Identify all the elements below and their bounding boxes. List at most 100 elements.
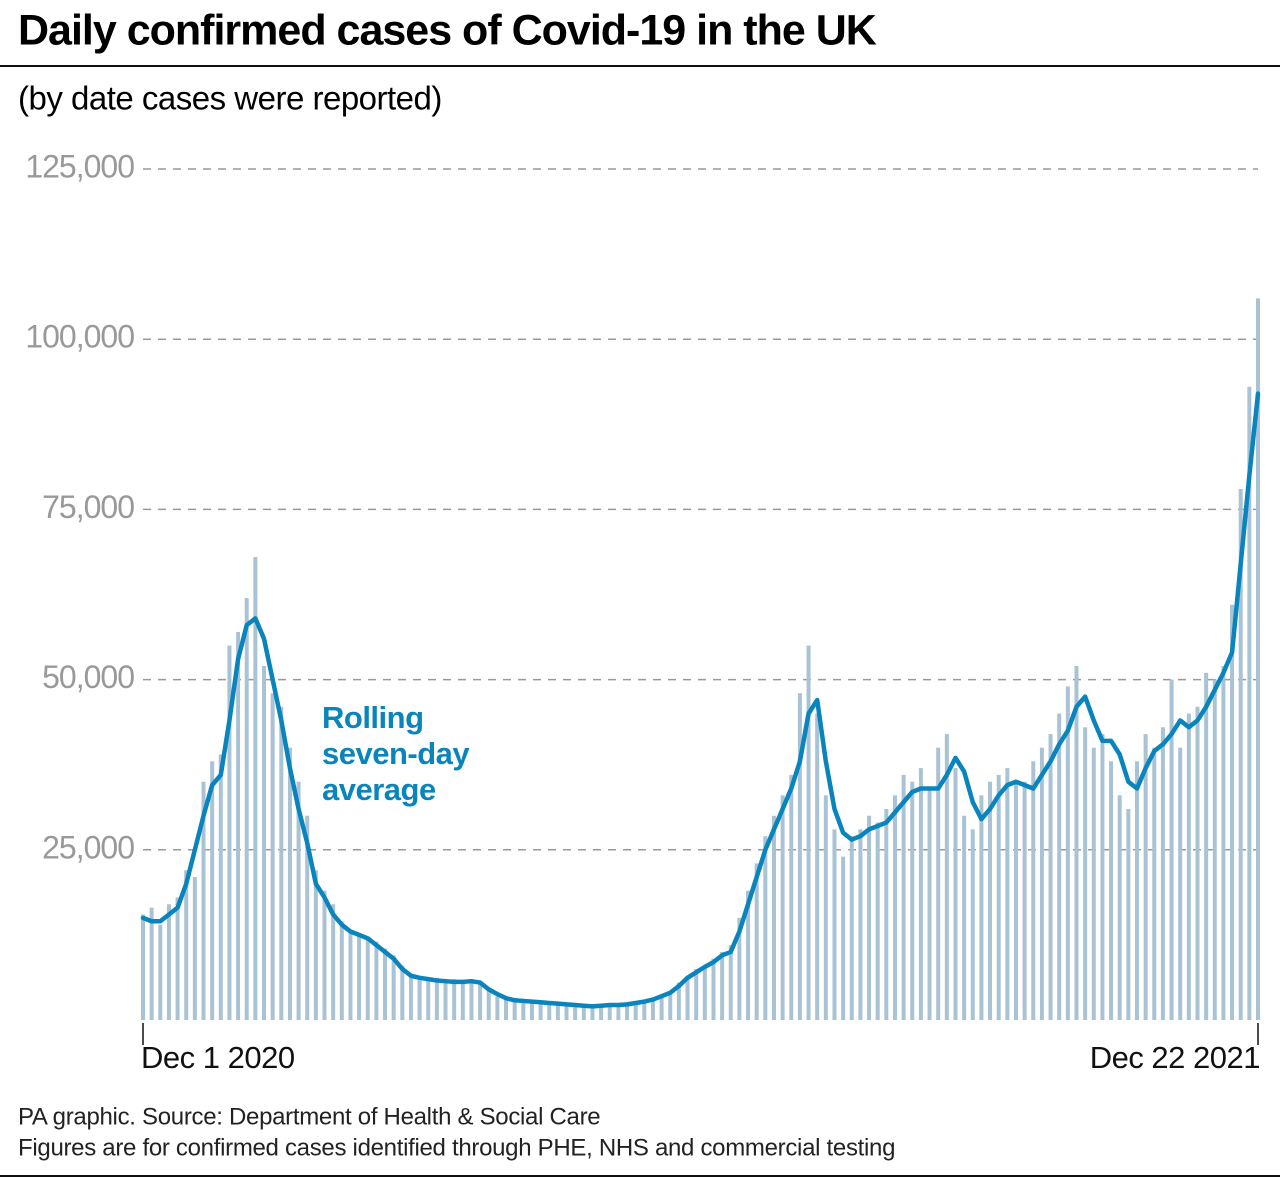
footnote: Figures are for confirmed cases identifi… (18, 1134, 895, 1161)
bar (780, 795, 785, 1020)
bar (564, 1005, 569, 1020)
bar (227, 645, 232, 1020)
bar (1031, 761, 1036, 1020)
bar (383, 948, 388, 1020)
bar (512, 1000, 517, 1020)
bar (1230, 604, 1235, 1020)
bar (1126, 808, 1131, 1020)
bar (1039, 747, 1044, 1020)
bar (417, 975, 422, 1020)
bar (495, 996, 500, 1020)
bar (927, 788, 932, 1020)
bar (832, 829, 837, 1020)
bar (867, 815, 872, 1020)
bar (875, 822, 880, 1020)
bar (737, 917, 742, 1020)
bar (823, 795, 828, 1020)
bar (676, 982, 681, 1020)
bar (815, 713, 820, 1020)
bar (296, 781, 301, 1020)
bar (1100, 734, 1105, 1020)
bar (1022, 781, 1027, 1020)
x-axis: Dec 1 2020 Dec 22 2021 (141, 1023, 1261, 1075)
bar (218, 754, 223, 1020)
bar (166, 904, 171, 1020)
bar (988, 781, 993, 1020)
bar (1005, 768, 1010, 1020)
bar (1152, 747, 1157, 1020)
bar (547, 1003, 552, 1020)
bar (944, 734, 949, 1020)
x-tick-label: Dec 1 2020 (141, 1040, 295, 1075)
bar (279, 706, 284, 1020)
bar (702, 965, 707, 1020)
bar (1057, 713, 1062, 1020)
bar (478, 984, 483, 1020)
bar (538, 1000, 543, 1020)
bar (1160, 727, 1165, 1020)
bar (365, 938, 370, 1020)
bar (331, 904, 336, 1020)
bar (884, 808, 889, 1020)
bar (452, 979, 457, 1020)
bar (901, 774, 906, 1020)
bar (305, 815, 310, 1020)
bar (1083, 727, 1088, 1020)
bar (918, 768, 923, 1020)
bar (486, 989, 491, 1020)
bar (1074, 665, 1079, 1020)
bar (460, 980, 465, 1020)
bar (996, 774, 1001, 1020)
bar (668, 991, 673, 1020)
bar (1178, 747, 1183, 1020)
chart-subtitle: (by date cases were reported) (18, 80, 442, 117)
bar (633, 1002, 638, 1020)
average-line (140, 391, 1261, 1009)
y-tick-label: 50,000 (42, 659, 134, 695)
bar (590, 1005, 595, 1020)
bar (1212, 679, 1217, 1020)
bar (797, 693, 802, 1020)
bar (720, 951, 725, 1020)
bar (806, 645, 811, 1020)
bar (650, 998, 655, 1020)
bar (1065, 686, 1070, 1020)
bar (287, 747, 292, 1020)
bar (962, 815, 967, 1020)
bar (192, 877, 197, 1020)
bar (1143, 734, 1148, 1020)
bar (616, 1005, 621, 1020)
bar (469, 979, 474, 1020)
bars (141, 298, 1260, 1021)
bar (400, 965, 405, 1020)
bar (504, 997, 509, 1020)
bar (339, 921, 344, 1020)
bar (322, 890, 327, 1020)
bar (1247, 386, 1252, 1021)
bar (236, 631, 241, 1020)
bar (408, 975, 413, 1020)
bar (1091, 747, 1096, 1020)
bar (1186, 713, 1191, 1020)
bar (1221, 665, 1226, 1020)
bar (841, 856, 846, 1020)
bar (659, 994, 664, 1020)
bar (201, 781, 206, 1020)
bar (521, 999, 526, 1020)
bar (270, 693, 275, 1020)
bar (953, 768, 958, 1020)
bar (158, 924, 163, 1020)
bar (149, 907, 154, 1020)
bar (1048, 734, 1053, 1020)
y-tick-label: 25,000 (42, 829, 134, 865)
bar (892, 795, 897, 1020)
bar (555, 1002, 560, 1020)
bar (746, 890, 751, 1020)
source-note: PA graphic. Source: Department of Health… (18, 1103, 600, 1130)
y-tick-label: 75,000 (42, 489, 134, 525)
bar (391, 955, 396, 1020)
bar (434, 977, 439, 1020)
chart-title: Daily confirmed cases of Covid-19 in the… (18, 6, 877, 54)
bar (426, 979, 431, 1020)
